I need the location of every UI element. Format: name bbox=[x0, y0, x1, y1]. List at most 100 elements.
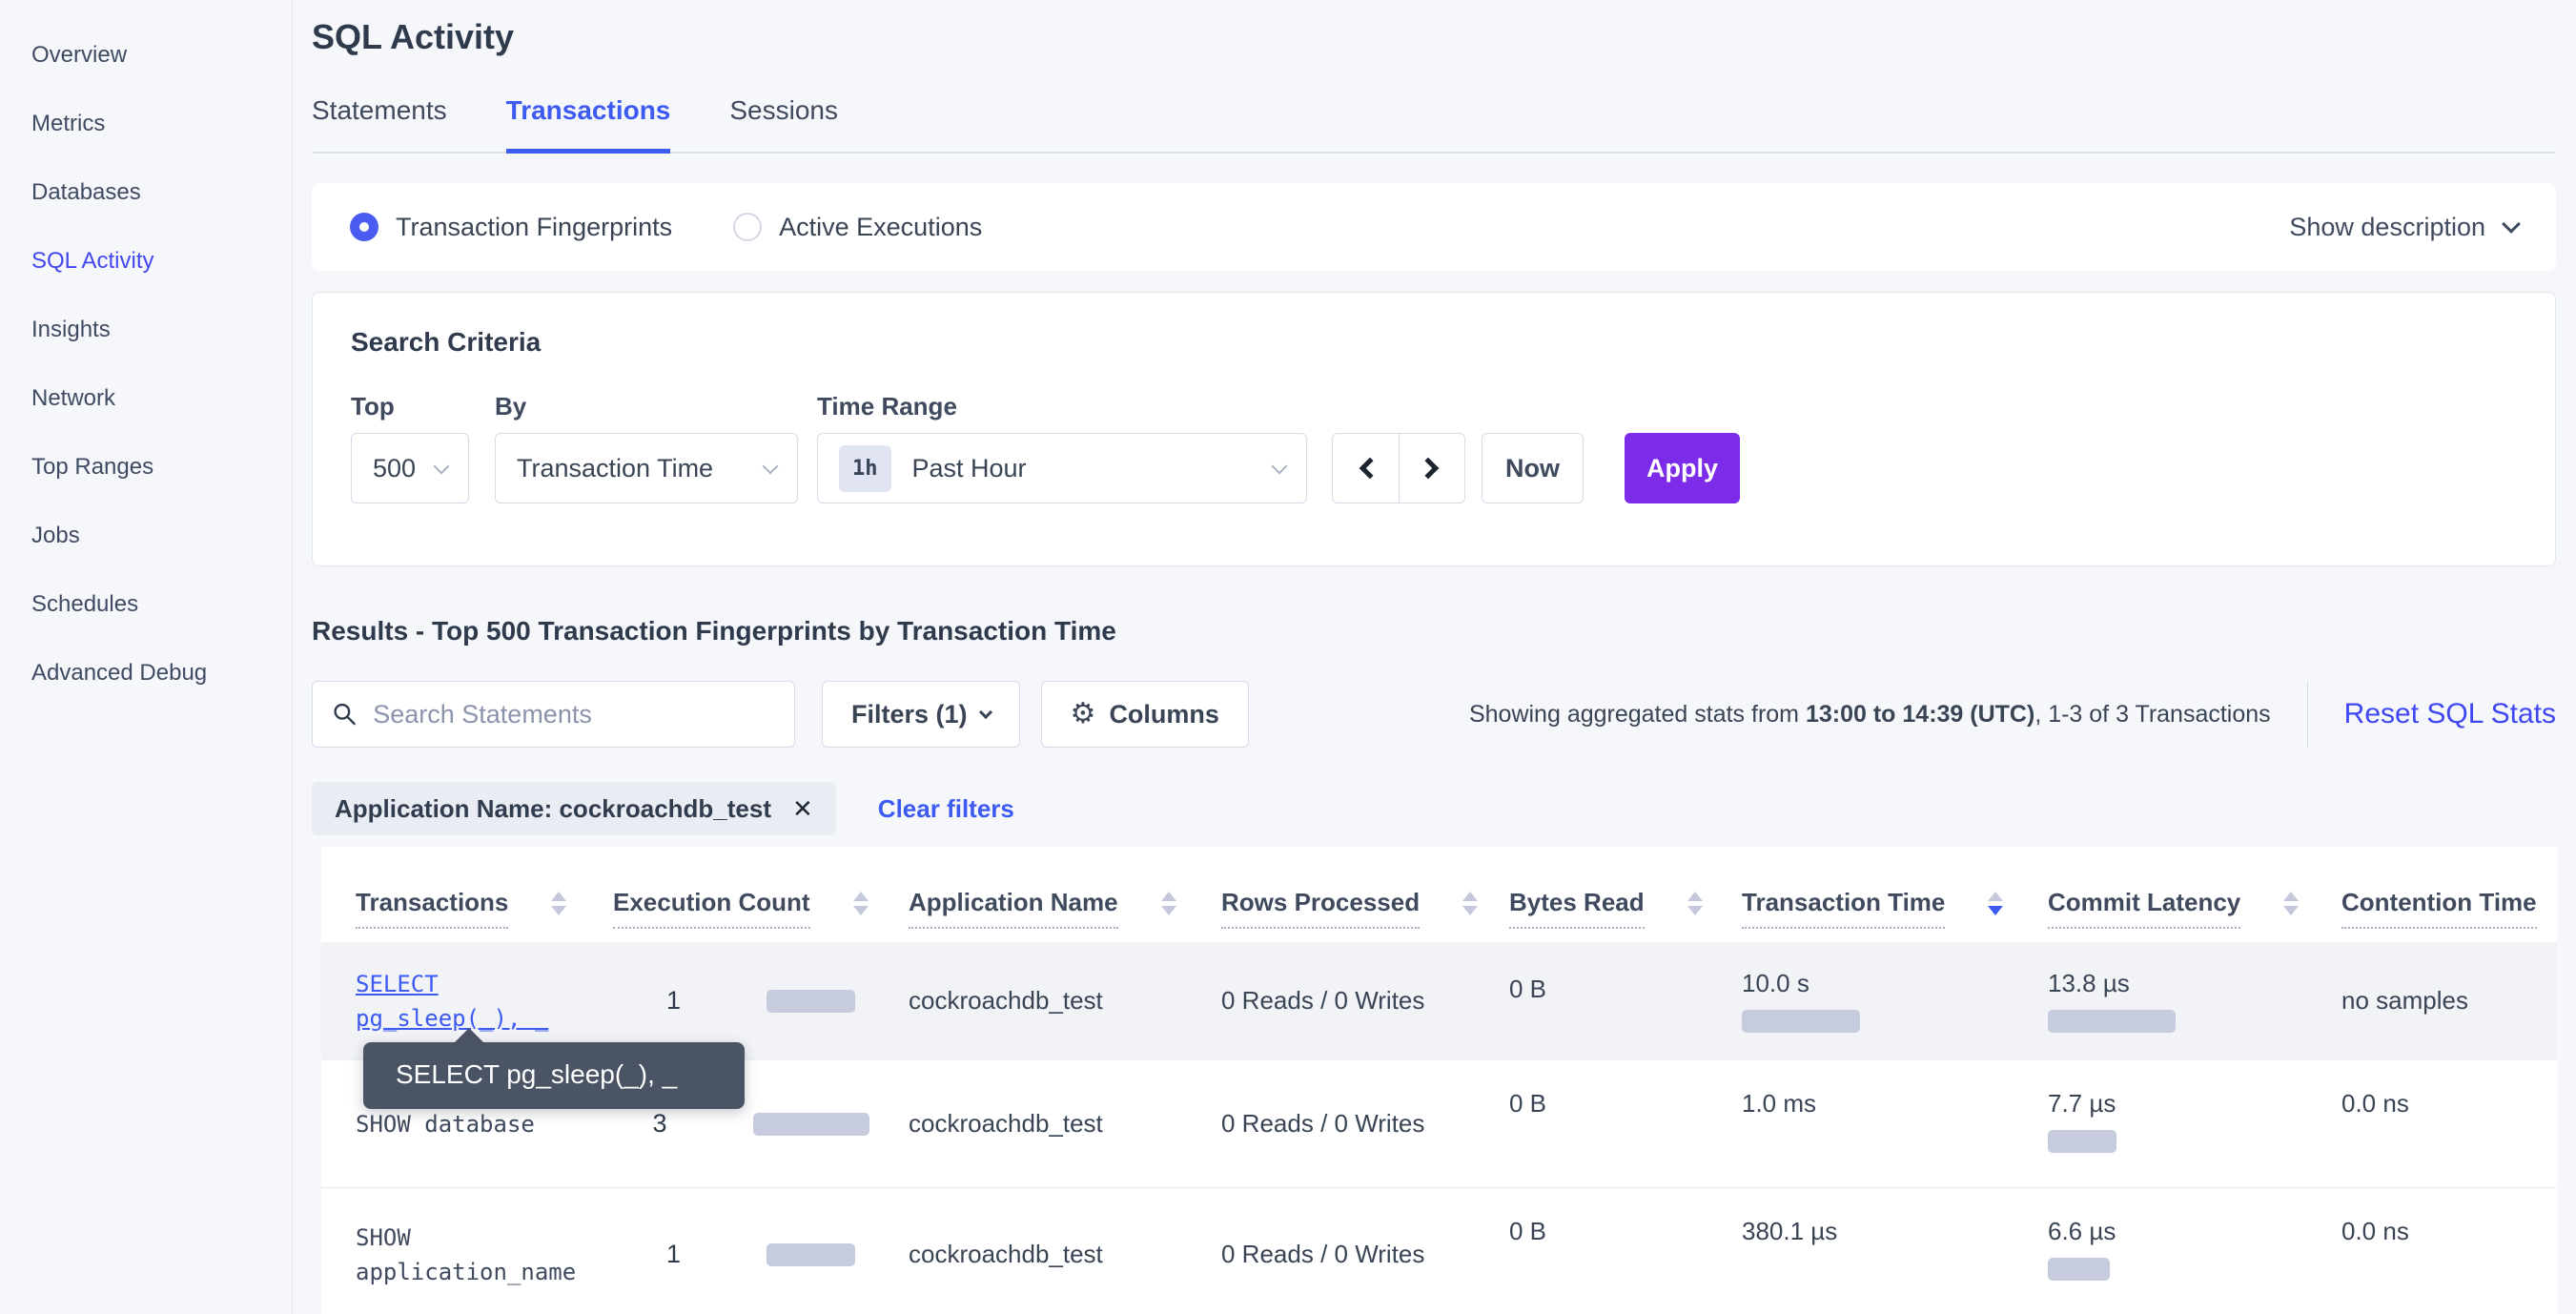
apply-button[interactable]: Apply bbox=[1625, 433, 1740, 503]
columns-button[interactable]: ⚙ Columns bbox=[1040, 681, 1249, 748]
chevron-down-icon bbox=[978, 705, 992, 720]
filter-chip-label: Application Name: cockroachdb_test bbox=[335, 793, 771, 823]
transaction-time-value: 380.1 µs bbox=[1742, 1217, 1838, 1245]
sql-tooltip: SELECT pg_sleep(_), _ bbox=[363, 1028, 745, 1109]
transaction-time-value: 1.0 ms bbox=[1742, 1089, 1817, 1118]
chevron-left-icon bbox=[1359, 457, 1380, 480]
rows-processed-value: 0 Reads / 0 Writes bbox=[1221, 1240, 1425, 1268]
sidebar-item-top-ranges[interactable]: Top Ranges bbox=[31, 454, 154, 480]
columns-label: Columns bbox=[1109, 699, 1219, 729]
results-heading: Results - Top 500 Transaction Fingerprin… bbox=[312, 616, 1116, 646]
vertical-divider bbox=[2306, 681, 2308, 748]
by-select-value: Transaction Time bbox=[517, 453, 714, 482]
table-row[interactable]: SELECT pg_sleep(_), _ 1 cockroachdb_test… bbox=[321, 942, 2557, 1059]
sort-arrows-icon[interactable] bbox=[852, 892, 869, 915]
sidebar-item-metrics[interactable]: Metrics bbox=[31, 111, 106, 136]
view-toggle-bar: Transaction Fingerprints Active Executio… bbox=[312, 183, 2556, 271]
sort-arrows-icon[interactable] bbox=[1160, 892, 1176, 915]
column-header-commit-latency: Commit Latency bbox=[2048, 888, 2341, 929]
tab-sessions[interactable]: Sessions bbox=[729, 95, 838, 125]
bytes-read-value: 0 B bbox=[1509, 975, 1547, 1003]
sidebar-item-network[interactable]: Network bbox=[31, 385, 116, 411]
radio-unselected-icon[interactable] bbox=[733, 213, 763, 241]
radio-label: Active Executions bbox=[779, 212, 983, 241]
search-icon bbox=[334, 703, 356, 726]
time-range-next-button[interactable] bbox=[1399, 434, 1464, 503]
commit-latency-bar bbox=[2048, 1010, 2176, 1033]
execution-count-value: 1 bbox=[666, 986, 682, 1015]
sort-arrows-icon[interactable] bbox=[551, 892, 567, 915]
chevron-right-icon bbox=[1417, 457, 1440, 480]
time-range-prev-button[interactable] bbox=[1333, 434, 1399, 503]
reset-sql-stats-link[interactable]: Reset SQL Stats bbox=[2343, 698, 2556, 729]
contention-time-value: 0.0 ns bbox=[2341, 1089, 2409, 1118]
filters-button[interactable]: Filters (1) bbox=[822, 681, 1020, 748]
execution-count-value: 3 bbox=[652, 1109, 667, 1138]
search-criteria-heading: Search Criteria bbox=[351, 327, 542, 357]
time-range-value: Past Hour bbox=[911, 453, 1027, 482]
commit-latency-value: 7.7 µs bbox=[2048, 1089, 2116, 1118]
now-button[interactable]: Now bbox=[1482, 433, 1584, 503]
time-range-label: Time Range bbox=[817, 392, 957, 421]
sort-arrows-icon[interactable] bbox=[2283, 892, 2300, 915]
table-row[interactable]: SHOW database 3 cockroachdb_test 0 Reads… bbox=[321, 1059, 2557, 1187]
sidebar-item-schedules[interactable]: Schedules bbox=[31, 591, 139, 617]
column-header-transactions: Transactions bbox=[321, 888, 613, 929]
radio-active-executions[interactable]: Active Executions bbox=[733, 213, 982, 242]
radio-selected-icon[interactable] bbox=[350, 213, 378, 241]
transaction-fingerprint-link[interactable]: SHOW database bbox=[356, 1110, 535, 1138]
time-range-badge: 1h bbox=[839, 444, 891, 492]
search-input[interactable] bbox=[373, 699, 775, 729]
results-controls-row: Filters (1) ⚙ Columns Showing aggregated… bbox=[312, 681, 2556, 748]
page-title: SQL Activity bbox=[312, 17, 515, 56]
table-row[interactable]: SHOW application_name 1 cockroachdb_test… bbox=[321, 1187, 2557, 1314]
sort-arrows-icon[interactable] bbox=[1462, 892, 1479, 915]
radio-transaction-fingerprints[interactable]: Transaction Fingerprints bbox=[350, 213, 672, 242]
sidebar-item-sql-activity[interactable]: SQL Activity bbox=[31, 248, 154, 274]
application-name-value: cockroachdb_test bbox=[909, 1240, 1103, 1268]
application-name-value: cockroachdb_test bbox=[909, 1109, 1103, 1138]
criteria-controls: 500 Transaction Time 1h Past Hour Now bbox=[351, 433, 2517, 503]
tab-bar: Statements Transactions Sessions bbox=[312, 95, 2556, 154]
execution-count-bar bbox=[767, 989, 855, 1013]
tab-statements[interactable]: Statements bbox=[312, 95, 447, 125]
search-box[interactable] bbox=[312, 681, 795, 748]
stats-text: Showing aggregated stats from 13:00 to 1… bbox=[1468, 700, 2271, 728]
rows-processed-value: 0 Reads / 0 Writes bbox=[1221, 986, 1425, 1015]
clear-filters-link[interactable]: Clear filters bbox=[877, 793, 1014, 823]
sidebar: Overview Metrics Databases SQL Activity … bbox=[0, 0, 293, 1314]
commit-latency-value: 6.6 µs bbox=[2048, 1217, 2116, 1245]
column-header-execution-count: Execution Count bbox=[613, 888, 909, 929]
gear-icon: ⚙ bbox=[1070, 698, 1096, 729]
top-select[interactable]: 500 bbox=[351, 433, 469, 503]
chevron-down-icon bbox=[2502, 215, 2521, 234]
close-icon[interactable]: ✕ bbox=[792, 793, 813, 823]
sort-arrows-icon-active-desc[interactable] bbox=[1988, 892, 2004, 915]
chevron-down-icon bbox=[1271, 458, 1288, 474]
top-label: Top bbox=[351, 392, 395, 421]
sidebar-item-databases[interactable]: Databases bbox=[31, 179, 141, 205]
show-description-toggle[interactable]: Show description bbox=[2289, 213, 2521, 242]
commit-latency-bar bbox=[2048, 1130, 2116, 1153]
search-criteria-card: Search Criteria Top By Time Range 500 Tr… bbox=[312, 292, 2556, 566]
time-range-arrows bbox=[1332, 433, 1465, 503]
filter-chip-application-name[interactable]: Application Name: cockroachdb_test ✕ bbox=[312, 782, 836, 835]
column-header-application-name: Application Name bbox=[909, 888, 1221, 929]
execution-count-bar bbox=[752, 1112, 869, 1136]
by-select[interactable]: Transaction Time bbox=[495, 433, 798, 503]
transaction-fingerprint-link[interactable]: SHOW application_name bbox=[356, 1223, 577, 1285]
sidebar-item-jobs[interactable]: Jobs bbox=[31, 523, 80, 548]
tab-transactions[interactable]: Transactions bbox=[505, 95, 671, 154]
sql-tooltip-text: SELECT pg_sleep(_), _ bbox=[396, 1059, 678, 1089]
stats-time-range: 13:00 to 14:39 (UTC) bbox=[1805, 700, 2035, 728]
stats-area: Showing aggregated stats from 13:00 to 1… bbox=[1469, 681, 2556, 748]
chevron-down-icon bbox=[433, 458, 450, 474]
time-range-select[interactable]: 1h Past Hour bbox=[817, 433, 1307, 503]
commit-latency-bar bbox=[2048, 1258, 2110, 1281]
sidebar-item-overview[interactable]: Overview bbox=[31, 42, 128, 68]
sort-arrows-icon[interactable] bbox=[1687, 892, 1703, 915]
sidebar-item-advanced-debug[interactable]: Advanced Debug bbox=[31, 660, 208, 686]
sidebar-item-insights[interactable]: Insights bbox=[31, 317, 111, 342]
transaction-fingerprint-link[interactable]: SELECT pg_sleep(_), _ bbox=[356, 970, 549, 1032]
